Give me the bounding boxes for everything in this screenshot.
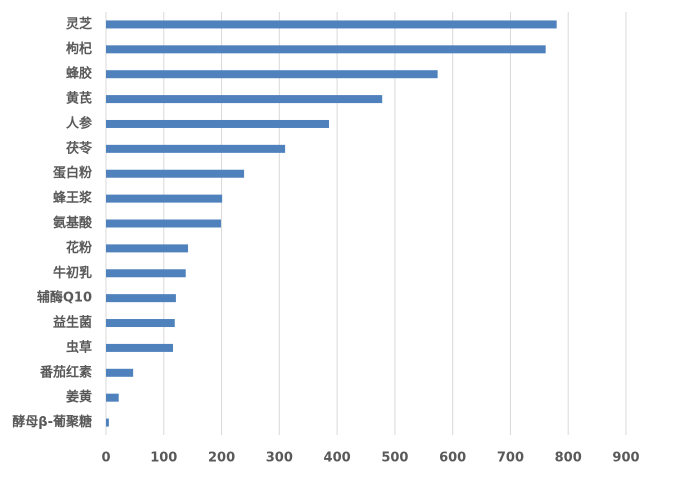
bar <box>106 319 175 328</box>
bar <box>106 45 546 54</box>
bar <box>106 70 438 79</box>
bar <box>106 95 383 104</box>
y-tick-label: 蜂胶 <box>66 66 92 82</box>
bar <box>106 269 186 278</box>
x-tick-label: 500 <box>381 451 408 466</box>
y-tick-label: 枸杞 <box>66 41 92 57</box>
y-tick-label: 氨基酸 <box>52 215 93 231</box>
bar <box>106 244 189 253</box>
x-tick-label: 100 <box>150 451 177 466</box>
y-tick-label: 酵母β-葡聚糖 <box>12 414 92 430</box>
y-tick-label: 益生菌 <box>53 315 92 331</box>
y-tick-label: 蛋白粉 <box>53 165 92 181</box>
bar <box>106 418 109 427</box>
bar <box>106 343 174 352</box>
y-tick-label: 牛初乳 <box>53 265 92 281</box>
y-tick-label: 人参 <box>66 115 93 131</box>
bar <box>106 393 119 402</box>
x-tick-label: 800 <box>555 451 582 466</box>
bar <box>106 169 245 178</box>
x-tick-label: 900 <box>612 451 639 466</box>
bar <box>106 119 330 128</box>
y-tick-label: 蜂王浆 <box>53 190 93 206</box>
y-tick-label: 花粉 <box>66 240 92 256</box>
bar <box>106 368 134 377</box>
y-tick-label: 茯苓 <box>66 140 93 156</box>
x-tick-label: 200 <box>208 451 235 466</box>
x-tick-label: 0 <box>101 451 110 466</box>
y-tick-label: 番茄红素 <box>39 364 92 380</box>
bar <box>106 294 176 303</box>
y-tick-label: 灵芝 <box>66 16 92 32</box>
x-tick-label: 600 <box>439 451 466 466</box>
bar <box>106 20 557 29</box>
y-tick-label: 虫草 <box>66 339 92 355</box>
x-tick-label: 300 <box>266 451 293 466</box>
y-tick-label: 黄芪 <box>66 91 92 107</box>
bar <box>106 144 286 153</box>
y-tick-label: 辅酶Q10 <box>37 290 92 306</box>
bar <box>106 219 221 228</box>
bar <box>106 194 223 203</box>
x-tick-label: 700 <box>497 451 524 466</box>
y-tick-label: 姜黄 <box>66 389 92 405</box>
x-tick-label: 400 <box>324 451 351 466</box>
